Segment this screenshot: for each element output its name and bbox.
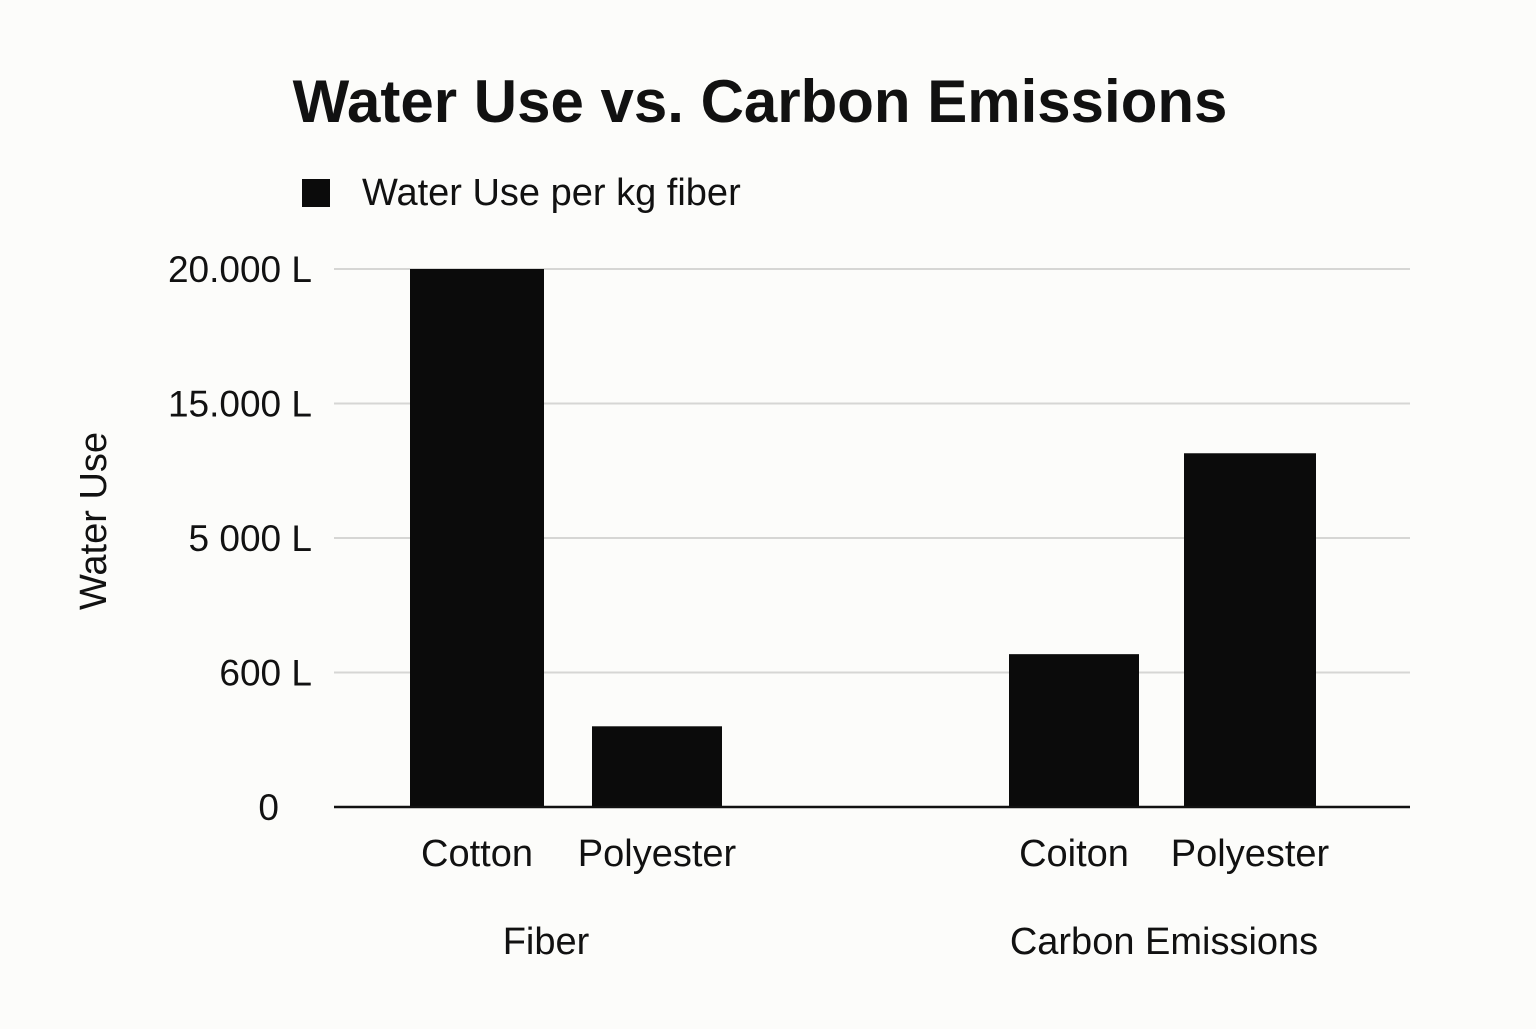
y-tick-label: 0: [258, 787, 279, 828]
legend: Water Use per kg fiber: [302, 172, 741, 214]
bars: [410, 269, 1316, 807]
bar-cotton: [410, 269, 544, 807]
y-tick-label: 600 L: [219, 653, 312, 694]
group-label: Carbon Emissions: [1010, 921, 1318, 963]
y-tick-label: 20.000 L: [168, 249, 312, 290]
x-tick-labels: Cotton Polyester Coiton Polyester: [421, 833, 1330, 875]
y-axis-label: Water Use: [73, 432, 115, 610]
bar-polyester: [592, 726, 722, 807]
bar-coiton: [1009, 654, 1139, 807]
x-tick-label: Coiton: [1019, 833, 1129, 875]
chart-title: Water Use vs. Carbon Emissions: [293, 68, 1228, 135]
legend-label: Water Use per kg fiber: [362, 172, 741, 214]
x-tick-label: Polyester: [1171, 833, 1330, 875]
legend-swatch: [302, 179, 330, 207]
bar-polyester: [1184, 453, 1316, 807]
x-tick-label: Cotton: [421, 833, 533, 875]
y-tick-labels: 0 600 L 5 000 L 15.000 L 20.000 L: [168, 249, 312, 828]
y-tick-label: 5 000 L: [189, 518, 312, 559]
y-tick-label: 15.000 L: [168, 384, 312, 425]
group-label: Fiber: [503, 921, 590, 963]
x-tick-label: Polyester: [578, 833, 737, 875]
group-labels: Fiber Carbon Emissions: [503, 921, 1318, 963]
